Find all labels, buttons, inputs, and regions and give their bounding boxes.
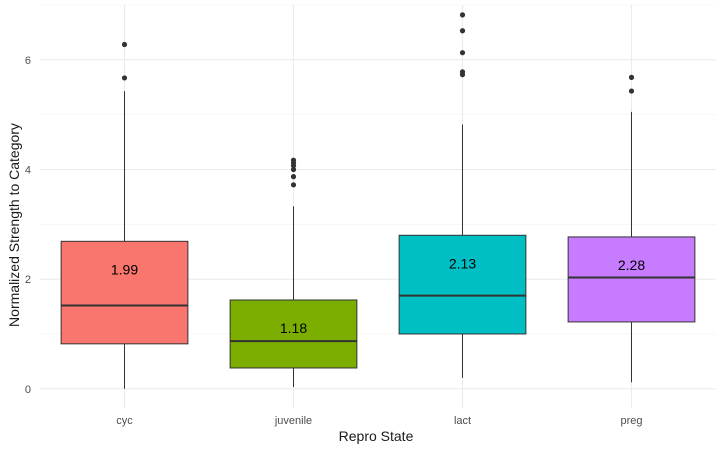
outlier-point xyxy=(121,41,128,48)
x-tick-label: lact xyxy=(454,415,471,427)
outlier-point xyxy=(121,75,128,81)
box-lact xyxy=(398,234,527,335)
plot-grid xyxy=(40,4,716,408)
x-axis-title: Repro State xyxy=(339,428,414,444)
outlier-point xyxy=(290,182,297,188)
boxes-layer: 1.99 1.18 2.13 2.28 xyxy=(60,12,696,389)
outlier-point xyxy=(628,88,635,94)
outlier-point xyxy=(459,50,466,56)
outlier-point xyxy=(459,69,466,75)
x-axis-ticks: cyc juvenile lact preg xyxy=(116,415,642,427)
x-tick-label: preg xyxy=(620,415,642,427)
box-group-lact: 2.13 xyxy=(398,12,527,378)
box-group-preg: 2.28 xyxy=(567,74,696,383)
mean-label: 1.18 xyxy=(280,320,307,336)
y-tick-label: 6 xyxy=(25,55,31,67)
y-tick-label: 0 xyxy=(25,384,31,396)
outlier-point xyxy=(459,12,466,18)
mean-label: 2.28 xyxy=(618,257,645,273)
outlier-point xyxy=(628,74,635,80)
y-axis-title: Normalized Strength to Category xyxy=(6,123,22,327)
outlier-point xyxy=(290,157,297,163)
y-axis-ticks: 0 2 4 6 xyxy=(25,55,31,396)
y-tick-label: 2 xyxy=(25,274,31,286)
x-tick-label: cyc xyxy=(116,415,133,427)
box-group-cyc: 1.99 xyxy=(60,41,189,389)
box-preg xyxy=(567,236,696,323)
outlier-point xyxy=(459,28,466,34)
box-cyc xyxy=(60,240,189,345)
y-tick-label: 4 xyxy=(25,164,31,176)
outlier-point xyxy=(290,174,297,180)
outlier-point xyxy=(290,166,297,173)
x-tick-label: juvenile xyxy=(274,415,312,427)
mean-label: 2.13 xyxy=(449,255,476,271)
box-group-juvenile: 1.18 xyxy=(229,157,358,388)
box-juvenile xyxy=(229,299,358,369)
mean-label: 1.99 xyxy=(111,261,138,277)
